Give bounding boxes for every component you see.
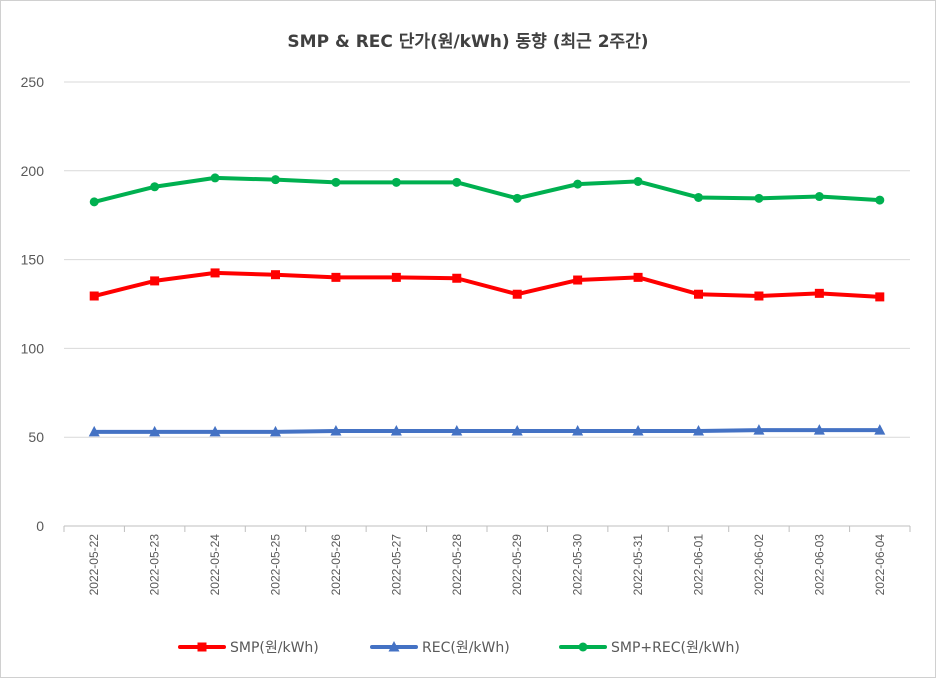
legend-item: REC(원/kWh) [370, 640, 510, 656]
x-tick-label: 2022-05-22 [87, 534, 101, 596]
x-tick-label: 2022-05-28 [450, 534, 464, 596]
data-point [754, 193, 764, 203]
data-point [452, 177, 462, 187]
y-axis: 0 50 100 150 200 250 [21, 74, 45, 534]
data-point [512, 193, 522, 203]
x-axis: 2022-05-22 2022-05-23 2022-05-24 2022-05-25… [63, 526, 911, 596]
gridlines [64, 81, 910, 527]
data-point [694, 192, 703, 202]
data-point [573, 275, 583, 285]
data-point [150, 276, 160, 286]
x-tick-label: 2022-05-31 [631, 534, 645, 596]
data-point [391, 177, 401, 187]
data-point [391, 272, 401, 282]
legend-item: SMP+REC(원/kWh) [559, 640, 740, 656]
chart-title: SMP & REC 단가(원/kWh) 동향 (최근 2주간) [287, 31, 648, 52]
data-point [633, 272, 643, 282]
x-tick-label: 2022-05-27 [389, 534, 403, 596]
data-point [330, 424, 342, 436]
data-point [512, 289, 522, 299]
data-point [271, 175, 280, 185]
series-1 [89, 268, 885, 302]
data-point [874, 424, 886, 435]
y-tick-label: 0 [36, 518, 44, 534]
legend-label: SMP(원/kWh) [230, 640, 319, 656]
data-point [875, 195, 885, 205]
data-point [210, 268, 220, 278]
data-point [88, 425, 100, 437]
data-point [511, 424, 523, 436]
data-point [270, 425, 281, 437]
series-line [92, 428, 882, 434]
data-point [89, 197, 99, 207]
data-point [633, 176, 643, 186]
data-point [694, 289, 703, 299]
data-point [573, 179, 583, 189]
x-tick-label: 2022-06-03 [812, 534, 826, 596]
y-tick-label: 250 [21, 74, 45, 90]
data-point [209, 425, 221, 437]
legend-marker [578, 642, 588, 652]
legend-marker [197, 642, 207, 652]
x-tick-label: 2022-06-02 [752, 534, 766, 596]
legend: SMP(원/kWh) REC(원/kWh) SMP+REC(원/kWh) [178, 640, 740, 656]
series-group [88, 173, 886, 437]
data-point [813, 424, 825, 435]
y-tick-label: 100 [21, 340, 45, 356]
x-tick-label: 2022-05-24 [208, 534, 222, 596]
data-point [693, 424, 704, 436]
y-tick-label: 200 [21, 163, 45, 179]
legend-label: REC(원/kWh) [422, 640, 510, 656]
series-line [92, 270, 882, 299]
y-tick-label: 150 [21, 252, 45, 268]
data-point [814, 288, 824, 298]
data-point [271, 270, 280, 280]
series-line [92, 175, 882, 204]
data-point [875, 292, 885, 302]
x-tick-label: 2022-05-30 [571, 534, 585, 596]
data-point [753, 424, 765, 435]
data-point [149, 425, 161, 437]
legend-item: SMP(원/kWh) [178, 640, 319, 656]
data-point [390, 424, 402, 436]
data-point [150, 182, 160, 192]
data-point [89, 291, 99, 301]
x-tick-label: 2022-05-25 [269, 534, 283, 596]
x-tick-label: 2022-06-01 [692, 534, 706, 596]
data-point [814, 192, 824, 202]
data-point [632, 424, 644, 436]
data-point [210, 173, 220, 183]
legend-label: SMP+REC(원/kWh) [611, 640, 740, 656]
data-point [452, 273, 462, 283]
x-tick-label: 2022-05-29 [510, 534, 524, 596]
data-point [754, 291, 764, 301]
y-tick-label: 50 [28, 429, 44, 445]
series-2 [88, 424, 886, 437]
x-tick-label: 2022-05-23 [148, 534, 162, 596]
data-point [331, 272, 341, 282]
x-tick-label: 2022-06-04 [873, 534, 887, 596]
x-tick-label: 2022-05-26 [329, 534, 343, 596]
data-point [331, 177, 341, 187]
series-3 [89, 173, 885, 207]
data-point [451, 424, 463, 436]
data-point [572, 424, 584, 436]
legend-marker [388, 641, 400, 652]
